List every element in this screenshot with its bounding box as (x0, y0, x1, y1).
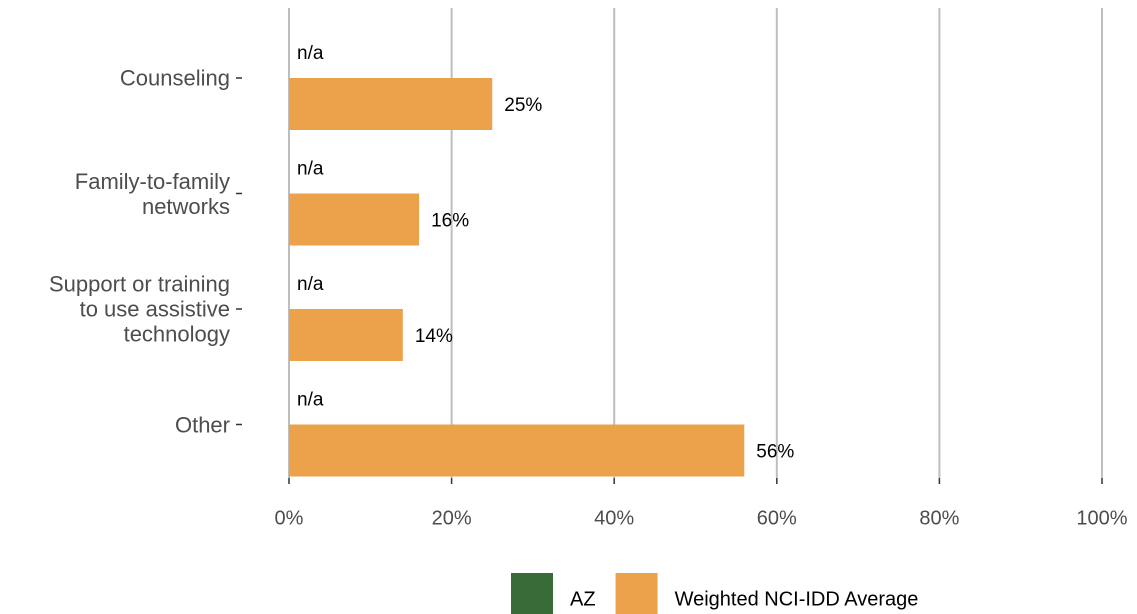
x-tick-label: 20% (432, 507, 472, 529)
x-tick-label: 60% (757, 507, 797, 529)
bar (289, 309, 403, 361)
x-tick-label: 80% (919, 507, 959, 529)
value-label: 16% (431, 211, 469, 232)
legend-label: Weighted NCI-IDD Average (675, 588, 919, 610)
legend-swatch (615, 573, 658, 614)
y-tick-label: Support or training to use assistive tec… (49, 271, 230, 347)
value-label: 56% (756, 442, 794, 463)
x-tick-label: 40% (594, 507, 634, 529)
legend-swatch (511, 573, 553, 614)
value-label: n/a (297, 274, 324, 295)
value-label: n/a (297, 43, 324, 64)
legend-label: AZ (570, 588, 596, 610)
bar (289, 193, 420, 246)
value-label: 14% (415, 326, 453, 347)
y-tick-label: Other (174, 412, 230, 437)
value-label: 25% (504, 95, 542, 116)
bar (289, 424, 745, 477)
x-tick-label: 100% (1076, 507, 1127, 529)
value-label: n/a (297, 159, 324, 180)
x-tick-label: 0% (275, 507, 304, 529)
value-label: n/a (297, 390, 324, 411)
y-tick-label: Counseling (119, 65, 230, 91)
bar (289, 78, 493, 130)
y-tick-label: Family-to-family networks (74, 168, 230, 219)
